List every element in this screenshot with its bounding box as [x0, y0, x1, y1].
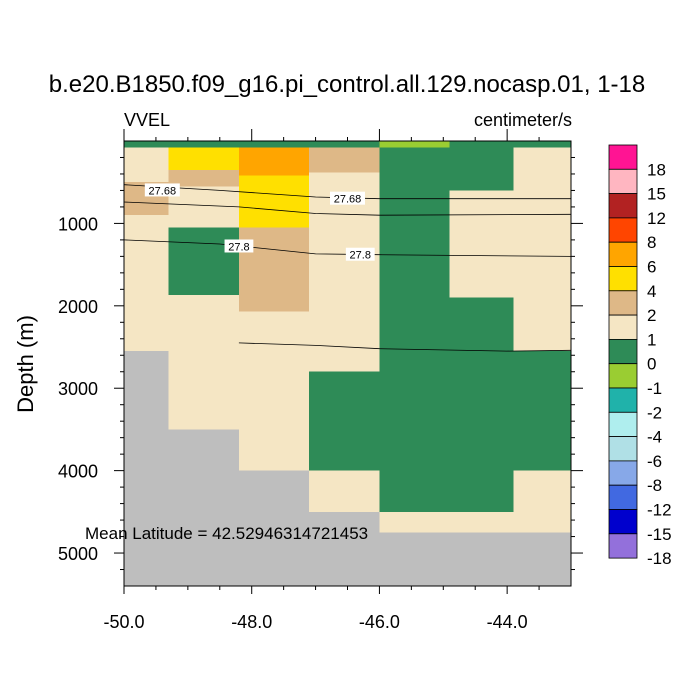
colorbar-swatch [608, 484, 638, 510]
contour-label: 27.8 [350, 250, 371, 262]
contour-label-bg [345, 247, 375, 261]
data-cell-25 [309, 371, 380, 471]
data-cell-28 [513, 351, 571, 471]
data-cell-3 [309, 141, 380, 148]
data-cell-1 [168, 141, 239, 148]
data-cell-7 [168, 147, 239, 170]
colorbar-label: 2 [647, 306, 656, 325]
colorbar-label: -4 [647, 428, 662, 447]
colorbar-label: -12 [647, 501, 672, 520]
y-tick-label: 5000 [58, 544, 98, 564]
data-cell-10 [238, 147, 310, 176]
colorbar-swatch [608, 168, 638, 195]
data-cell-16 [513, 147, 571, 352]
data-cell-18 [449, 297, 514, 512]
contour-line-3 [238, 342, 572, 352]
colorbar-swatch [608, 436, 638, 462]
data-cell-5 [449, 141, 571, 148]
data-cell-6 [124, 147, 169, 183]
data-cell-21 [168, 227, 239, 296]
colorbar-swatch [608, 363, 638, 389]
contour-label-bg [330, 191, 365, 205]
chart-title: b.e20.B1850.f09_g16.pi_control.all.129.n… [49, 71, 645, 98]
missing-cell-30 [124, 351, 169, 586]
colorbar-swatch [608, 193, 638, 219]
colorbar-label: -8 [647, 476, 662, 495]
missing-cell-32 [238, 470, 310, 586]
colorbar-label: 1 [647, 330, 656, 349]
mean-latitude-annotation: Mean Latitude = 42.52946314721453 [85, 524, 368, 543]
colorbar-label: 15 [647, 185, 666, 204]
contour-line-1 [123, 201, 572, 216]
contour-label: 27.8 [228, 241, 249, 253]
data-cell-13 [309, 172, 380, 372]
y-tick-label: 1000 [58, 214, 98, 234]
y-axis-label: Depth (m) [13, 315, 38, 413]
data-cell-4 [379, 141, 450, 148]
data-cell-20 [124, 215, 169, 352]
x-tick-label: -44.0 [487, 612, 528, 632]
right-label: centimeter/s [474, 110, 572, 130]
colorbar-swatch [608, 533, 638, 559]
colorbar-label: 8 [647, 233, 656, 252]
colorbar-label: 0 [647, 355, 656, 374]
left-label: VVEL [124, 110, 170, 130]
data-cell-17 [449, 190, 514, 298]
colorbar-label: -15 [647, 525, 672, 544]
colorbar-label: -1 [647, 379, 662, 398]
data-cell-11 [238, 175, 310, 228]
data-cell-0 [124, 141, 169, 148]
data-cell-24 [238, 311, 310, 471]
colorbar-swatch [608, 217, 638, 243]
colorbar-label: 4 [647, 282, 656, 301]
data-cell-14 [379, 147, 450, 512]
colorbar-label: -6 [647, 452, 662, 471]
contour-label: 27.68 [149, 185, 177, 197]
data-cell-15 [449, 147, 514, 191]
colorbar-swatch [608, 387, 638, 413]
contour-label-bg [224, 239, 254, 253]
colorbar-swatch [608, 460, 638, 486]
missing-cell-34 [379, 532, 571, 586]
y-tick-label: 4000 [58, 462, 98, 482]
data-cell-12 [309, 147, 380, 173]
heatmap-cells [124, 141, 571, 586]
colorbar-label: -18 [647, 549, 672, 568]
colorbar-swatch [608, 338, 638, 365]
colorbar-label: 18 [647, 160, 666, 179]
data-cell-2 [238, 141, 310, 148]
contour-label-bg [144, 183, 180, 197]
colorbar-swatch [608, 290, 638, 316]
colorbar-swatch [608, 411, 638, 437]
x-tick-label: -48.0 [231, 612, 272, 632]
colorbar-swatch [608, 509, 638, 535]
data-cell-26 [309, 470, 380, 512]
colorbar-swatch [608, 241, 638, 267]
colorbar-label: 6 [647, 258, 656, 277]
colorbar-swatch [608, 314, 638, 340]
y-tick-label: 2000 [58, 297, 98, 317]
contour-lines: 27.68 27.68 27.8 27.8 [123, 183, 572, 352]
data-cell-22 [168, 295, 239, 430]
missing-cell-31 [168, 429, 239, 586]
colorbar-label: 12 [647, 209, 666, 228]
data-cell-27 [379, 511, 514, 533]
contour-line-2 [123, 239, 572, 257]
colorbar-label: -2 [647, 403, 662, 422]
x-tick-label: -46.0 [359, 612, 400, 632]
data-cell-9 [168, 186, 239, 228]
x-tick-label: -50.0 [103, 612, 144, 632]
y-tick-label: 3000 [58, 379, 98, 399]
colorbar-swatch [608, 266, 638, 292]
missing-cell-33 [309, 511, 380, 586]
axes: -50.0 -48.0 -46.0 -44.0 1000 2000 3000 4000 5000 [58, 129, 583, 632]
contour-label: 27.68 [334, 194, 362, 206]
data-cell-8 [168, 169, 239, 187]
contour-line-0 [123, 184, 571, 200]
data-cell-29 [513, 470, 571, 533]
colorbar-swatch [608, 144, 638, 170]
colorbar: 18 15 12 8 6 4 2 1 0 -1 -2 -4 -6 -8 -12 -15 -18 [608, 144, 672, 568]
